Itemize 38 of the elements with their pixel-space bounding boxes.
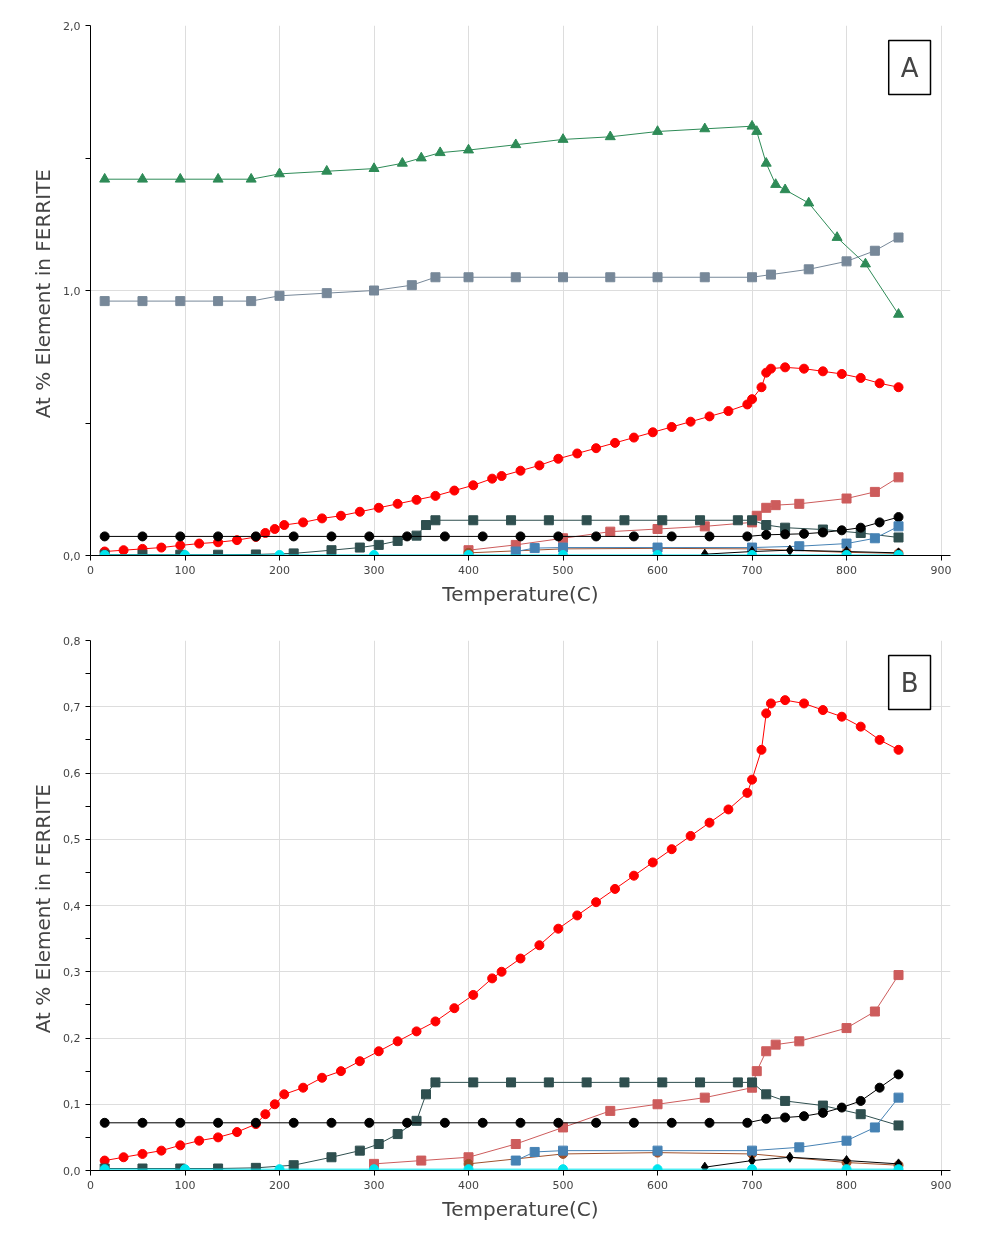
x-tick-label: 0 xyxy=(87,1178,94,1192)
x-tick-label: 100 xyxy=(174,563,196,577)
x-tick-label: 900 xyxy=(930,563,952,577)
annotation: A xyxy=(900,52,919,83)
x-axis-title: Temperature(C) xyxy=(441,1196,599,1221)
x-tick-label: 400 xyxy=(458,1178,480,1192)
y-tick-label: 0,1 xyxy=(63,1098,81,1112)
x-tick-label: 0 xyxy=(87,563,94,577)
x-tick-label: 900 xyxy=(930,1178,952,1192)
y-tick-label: 0,4 xyxy=(63,899,81,913)
x-tick-label: 500 xyxy=(552,1178,574,1192)
x-tick-label: 100 xyxy=(174,1178,196,1192)
y-tick-label: 0,8 xyxy=(63,634,81,648)
x-tick-label: 400 xyxy=(458,563,480,577)
x-tick-label: 600 xyxy=(647,563,669,577)
x-tick-label: 700 xyxy=(741,563,763,577)
y-tick-label: 0,0 xyxy=(63,549,81,563)
y-axis-title: At % Element in FERRITE xyxy=(31,784,56,1034)
x-tick-label: 200 xyxy=(269,1178,291,1192)
x-tick-label: 600 xyxy=(647,1178,669,1192)
x-tick-label: 800 xyxy=(836,563,858,577)
x-tick-label: 300 xyxy=(363,563,385,577)
y-tick-label: 1,0 xyxy=(63,284,81,298)
x-tick-label: 700 xyxy=(741,1178,763,1192)
y-tick-label: 0,7 xyxy=(63,700,81,714)
annotation: B xyxy=(900,667,919,698)
x-tick-label: 500 xyxy=(552,563,574,577)
y-tick-label: 0,6 xyxy=(63,767,81,780)
x-tick-label: 800 xyxy=(836,1178,858,1192)
y-tick-label: 0,2 xyxy=(63,1032,81,1045)
y-tick-label: 0,3 xyxy=(63,965,81,979)
x-tick-label: 200 xyxy=(269,563,291,577)
y-tick-label: 0,0 xyxy=(63,1164,81,1178)
y-axis-title: At % Element in FERRITE xyxy=(31,169,56,419)
x-axis-title: Temperature(C) xyxy=(441,581,599,606)
y-tick-label: 0,5 xyxy=(63,833,81,847)
y-tick-label: 2,0 xyxy=(63,19,81,33)
x-tick-label: 300 xyxy=(363,1178,385,1192)
